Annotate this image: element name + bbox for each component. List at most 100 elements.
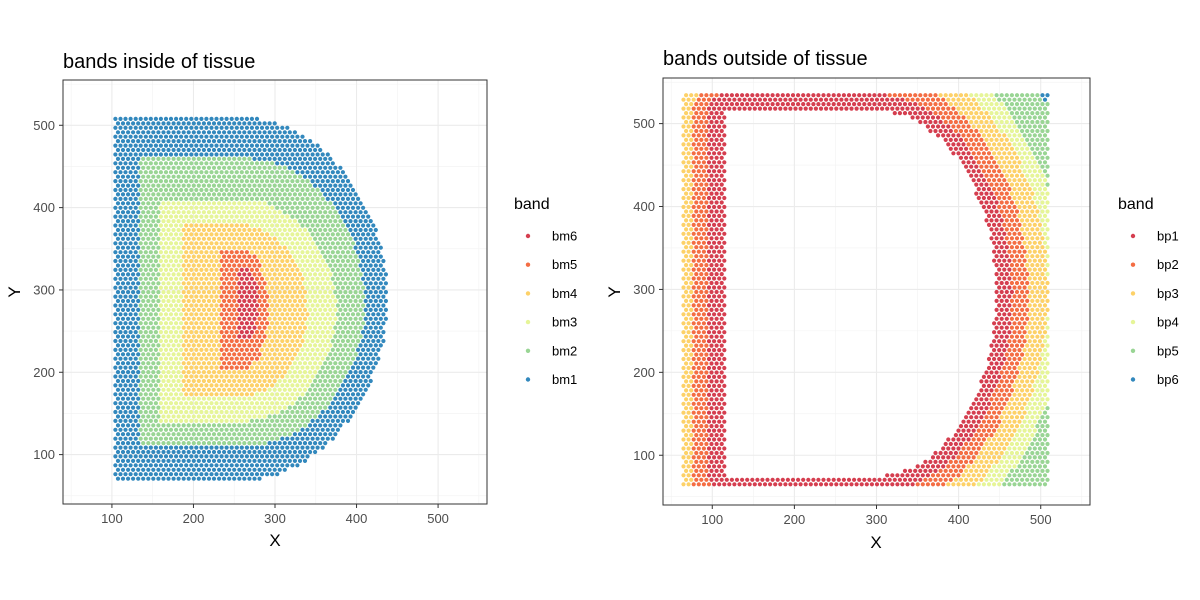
point-bp1	[734, 477, 740, 482]
point-bm1	[361, 365, 366, 370]
point-bm4	[184, 365, 189, 370]
point-bp1	[709, 415, 714, 420]
point-bm1	[356, 241, 361, 246]
point-bm1	[333, 183, 338, 188]
point-bm4	[191, 334, 196, 339]
point-bm1	[131, 183, 136, 188]
point-bm2	[325, 223, 330, 228]
point-bp2	[694, 325, 699, 330]
point-bm1	[184, 125, 189, 130]
point-bm4	[186, 307, 191, 312]
point-bm4	[292, 281, 297, 286]
point-bm1	[133, 374, 138, 379]
point-bm4	[194, 250, 199, 255]
point-bm2	[340, 267, 345, 272]
point-bm1	[340, 179, 345, 184]
point-bm4	[234, 374, 239, 379]
point-bm2	[229, 179, 234, 184]
point-bp4	[1012, 464, 1017, 469]
point-bm1	[222, 476, 227, 481]
point-bp4	[1030, 415, 1035, 420]
point-bm1	[297, 156, 303, 161]
point-bp3	[684, 361, 689, 366]
point-bm4	[194, 330, 199, 335]
point-bp4	[1045, 379, 1050, 384]
point-bm1	[305, 436, 310, 441]
point-bm4	[259, 365, 265, 370]
point-bm1	[113, 285, 118, 290]
point-bm5	[237, 352, 242, 357]
point-bm2	[345, 276, 351, 281]
point-bp2	[694, 450, 699, 456]
point-bm3	[168, 214, 174, 219]
point-bp5	[1037, 437, 1042, 442]
point-bm1	[254, 134, 260, 139]
point-bm1	[333, 405, 338, 410]
point-bp1	[719, 379, 724, 384]
point-bm3	[249, 205, 254, 210]
point-bm3	[290, 401, 295, 406]
point-bm1	[356, 356, 361, 361]
point-bm2	[247, 183, 252, 188]
point-bp1	[964, 424, 969, 429]
point-bp1	[890, 482, 895, 487]
point-bm3	[232, 396, 237, 401]
point-bm2	[272, 432, 277, 437]
point-bm3	[315, 303, 320, 308]
point-bm3	[176, 307, 181, 312]
point-bm3	[204, 418, 209, 423]
point-bm1	[189, 152, 194, 157]
point-bm4	[272, 325, 277, 330]
point-bm2	[259, 196, 265, 201]
point-bm1	[179, 463, 184, 468]
point-bm4	[181, 325, 186, 330]
point-bm1	[259, 143, 265, 148]
point-bm2	[153, 214, 158, 219]
point-bm2	[143, 232, 148, 237]
point-bm2	[138, 196, 143, 201]
point-bm2	[151, 316, 156, 321]
point-bm2	[141, 325, 146, 330]
point-bm3	[242, 210, 247, 215]
point-bm3	[158, 205, 163, 210]
point-bm1	[199, 125, 204, 130]
point-bm4	[277, 298, 282, 304]
point-bm3	[179, 205, 184, 210]
point-bp3	[979, 477, 984, 482]
point-bm5	[239, 250, 244, 255]
point-bm1	[318, 174, 323, 179]
point-bp5	[1022, 464, 1027, 469]
point-bm3	[313, 263, 318, 268]
point-bm4	[204, 330, 209, 335]
point-bp3	[979, 450, 984, 456]
point-bm5	[219, 312, 224, 317]
point-bm4	[282, 281, 287, 286]
point-bp5	[1042, 455, 1048, 460]
point-bm4	[191, 245, 196, 250]
point-bm2	[148, 232, 153, 237]
point-bm2	[338, 219, 343, 224]
point-bp5	[1032, 464, 1037, 469]
point-bm4	[219, 232, 224, 237]
point-bm2	[163, 179, 169, 184]
point-bp4	[1035, 406, 1040, 411]
point-bp2	[701, 383, 707, 388]
point-bm5	[222, 352, 227, 357]
point-bm4	[199, 321, 204, 326]
point-bm4	[297, 307, 303, 312]
point-bm1	[118, 356, 123, 361]
point-bm2	[146, 352, 151, 357]
point-bm3	[300, 365, 305, 370]
point-bm2	[265, 436, 270, 441]
point-bp1	[857, 477, 862, 482]
point-bm4	[290, 330, 295, 335]
point-bm2	[267, 432, 272, 437]
point-bm3	[174, 303, 179, 308]
point-bm1	[227, 139, 232, 144]
point-bm1	[153, 445, 158, 450]
point-bm5	[229, 321, 234, 326]
point-bm1	[131, 139, 136, 144]
point-bm2	[292, 174, 297, 179]
point-bm4	[209, 276, 214, 281]
point-bp1	[989, 379, 994, 384]
